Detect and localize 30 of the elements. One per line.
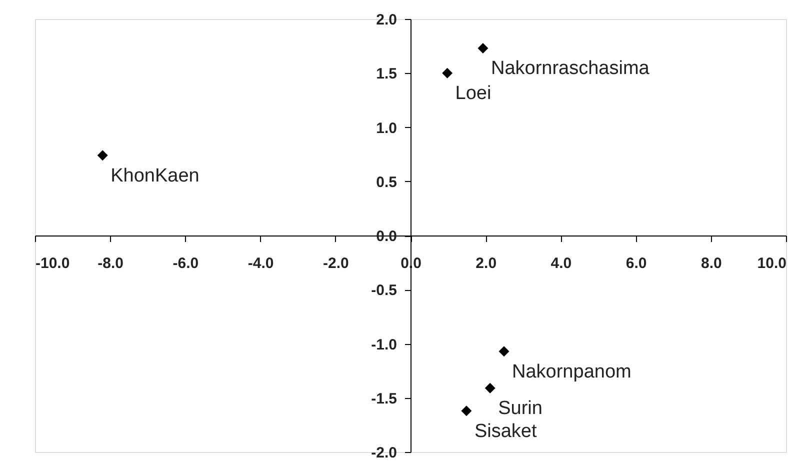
x-tick-label: -8.0 (98, 255, 124, 272)
x-tick-label: -4.0 (248, 255, 274, 272)
x-tick-label: -10.0 (36, 255, 70, 272)
y-tick-label: -2.0 (371, 444, 397, 461)
series-label: Nakornraschasima (490, 58, 650, 80)
x-tick-label: 10.0 (757, 255, 786, 272)
point (461, 406, 472, 416)
series-label: Nakornpanom (512, 361, 632, 382)
series-label: KhonKaen (110, 165, 200, 186)
point (484, 382, 496, 394)
y-tick-label: 1.0 (376, 120, 397, 137)
y-tick-label: 0.5 (376, 174, 397, 191)
y-tick-label: 1.5 (376, 66, 397, 83)
x-tick-label: -2.0 (322, 255, 349, 272)
point (478, 42, 488, 54)
x-tick-label: -6.0 (172, 255, 199, 272)
x-tick-label: 8.0 (700, 255, 722, 272)
series-label: Loei (455, 83, 492, 104)
series-label: Sisaket (474, 420, 538, 442)
series-label: Surin (498, 398, 542, 420)
x-tick-label: 4.0 (550, 255, 572, 272)
y-tick-label: -1.0 (371, 336, 397, 354)
point (498, 346, 510, 357)
x-tick-label: 6.0 (626, 255, 647, 272)
y-tick-label: -0.5 (371, 282, 397, 300)
y-tick-label: -1.5 (371, 390, 397, 408)
y-tick-label: 2.0 (376, 12, 397, 28)
point (97, 150, 108, 161)
point (442, 68, 453, 78)
x-tick-label: 2.0 (476, 255, 497, 272)
